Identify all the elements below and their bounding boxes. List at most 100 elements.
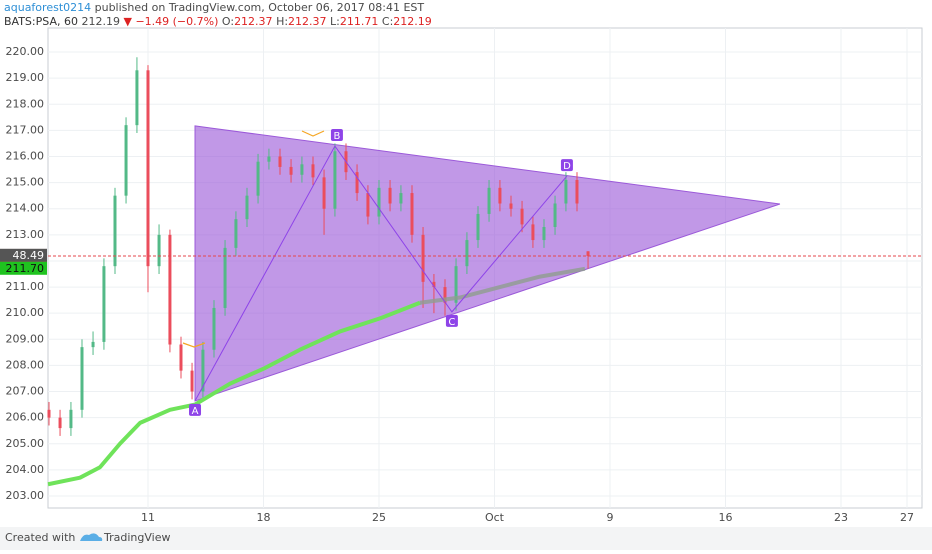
- x-tick-label: Oct: [485, 511, 505, 524]
- published: published on TradingView.com, October 06…: [91, 1, 424, 14]
- footer-bg: [0, 527, 932, 550]
- y-tick-label: 206.00: [6, 411, 45, 424]
- candle-body: [278, 156, 282, 167]
- candle-body: [399, 193, 403, 204]
- logo: [80, 533, 103, 541]
- pattern-label-bg: [330, 129, 343, 142]
- candle-body: [443, 287, 447, 303]
- symbol: BATS:PSA, 60: [4, 15, 78, 28]
- x-tick-label: 16: [718, 511, 732, 524]
- ohlc-l-key: L:: [330, 15, 340, 28]
- change: −1.49 (−0.7%): [135, 15, 218, 28]
- ohlc-c-key: C:: [382, 15, 393, 28]
- y-tick-label: 204.00: [6, 463, 45, 476]
- candle-body: [135, 70, 139, 126]
- candle-body: [179, 344, 183, 371]
- candle-body: [256, 161, 260, 196]
- y-tick-label: 220.00: [6, 45, 45, 58]
- header-line1: aquaforest0214 published on TradingView.…: [4, 1, 424, 14]
- pattern-label-bg: [560, 159, 573, 172]
- candle-body: [223, 247, 227, 308]
- candle-body: [432, 281, 436, 288]
- footer-created: Created with: [5, 531, 75, 544]
- candle-body: [520, 208, 524, 225]
- candle-body: [454, 266, 458, 303]
- plot: A B C D: [47, 28, 922, 508]
- ohlc-o: 212.37: [234, 15, 273, 28]
- candle-body: [410, 193, 414, 235]
- candle-body: [388, 187, 392, 204]
- header: aquaforest0214 published on TradingView.…: [4, 1, 432, 28]
- candle-body: [322, 177, 326, 209]
- y-tick-label: 216.00: [6, 149, 45, 162]
- header-line2: BATS:PSA, 60 212.19 ▼ −1.49 (−0.7%) O:21…: [4, 15, 432, 28]
- plot-frame: [47, 27, 923, 509]
- ma-label: 211.70: [6, 262, 45, 275]
- x-tick-label: 23: [834, 511, 848, 524]
- candle-body: [421, 234, 425, 282]
- pattern-label: C: [448, 317, 455, 328]
- candle-body: [91, 341, 95, 348]
- moving-average: [419, 266, 586, 305]
- last: 212.19: [81, 15, 120, 28]
- y-tick-label: 203.00: [6, 489, 45, 502]
- x-tick-label: 9: [606, 511, 613, 524]
- indicator-label: 48.49: [13, 249, 45, 262]
- candle-body: [531, 224, 535, 241]
- candle-body: [487, 187, 491, 214]
- candle-body: [201, 349, 205, 392]
- candle-body: [564, 179, 568, 204]
- candle-body: [80, 347, 84, 410]
- y-tick-label: 210.00: [6, 306, 45, 319]
- pattern-label-bg: [189, 403, 202, 416]
- ohlc-l: 211.71: [340, 15, 379, 28]
- y-tick-label: 207.00: [6, 385, 45, 398]
- candle-body: [366, 193, 370, 217]
- ohlc-c: 212.19: [393, 15, 432, 28]
- y-tick-label: 208.00: [6, 358, 45, 371]
- candle-body: [245, 195, 249, 220]
- pattern-label: D: [563, 161, 571, 172]
- candle-body: [586, 251, 590, 256]
- ma-box: [0, 261, 47, 275]
- candle-body: [465, 240, 469, 267]
- candle-body: [47, 409, 51, 418]
- candle-body: [355, 172, 359, 194]
- indicator-box: [0, 248, 47, 262]
- candle-body: [509, 203, 513, 209]
- candle-body: [157, 234, 161, 267]
- candle-body: [146, 70, 150, 267]
- y-tick-label: 215.00: [6, 176, 45, 189]
- candle-body: [333, 151, 337, 209]
- candle-body: [267, 156, 271, 162]
- arrow: ▼: [123, 15, 132, 28]
- pivot-mark: [301, 130, 325, 137]
- candle-body: [542, 226, 546, 241]
- x-tick-label: 27: [900, 511, 914, 524]
- y-tick-label: 213.00: [6, 228, 45, 241]
- ohlc-h-key: H:: [276, 15, 288, 28]
- pattern-label-bg: [445, 314, 458, 327]
- candle-body: [168, 234, 172, 345]
- pattern-label: A: [192, 406, 199, 417]
- candle-body: [113, 195, 117, 267]
- candle-body: [212, 307, 216, 350]
- ohlc-o-key: O:: [222, 15, 234, 28]
- y-tick-label: 205.00: [6, 437, 45, 450]
- candle-body: [377, 187, 381, 217]
- candle-body: [289, 166, 293, 175]
- y-tick-label: 211.00: [6, 280, 45, 293]
- x-tick-label: 18: [256, 511, 270, 524]
- candle-body: [58, 417, 62, 429]
- candle-body: [553, 203, 557, 227]
- candle-body: [190, 370, 194, 392]
- abcd-pattern: [194, 145, 568, 402]
- footer-brand: TradingView: [103, 531, 170, 544]
- y-tick-label: 219.00: [6, 71, 45, 84]
- author: aquaforest0214: [4, 1, 91, 14]
- candle-body: [575, 179, 579, 204]
- candle-body: [102, 266, 106, 342]
- x-tick-label: 25: [372, 511, 386, 524]
- candle-body: [234, 219, 238, 248]
